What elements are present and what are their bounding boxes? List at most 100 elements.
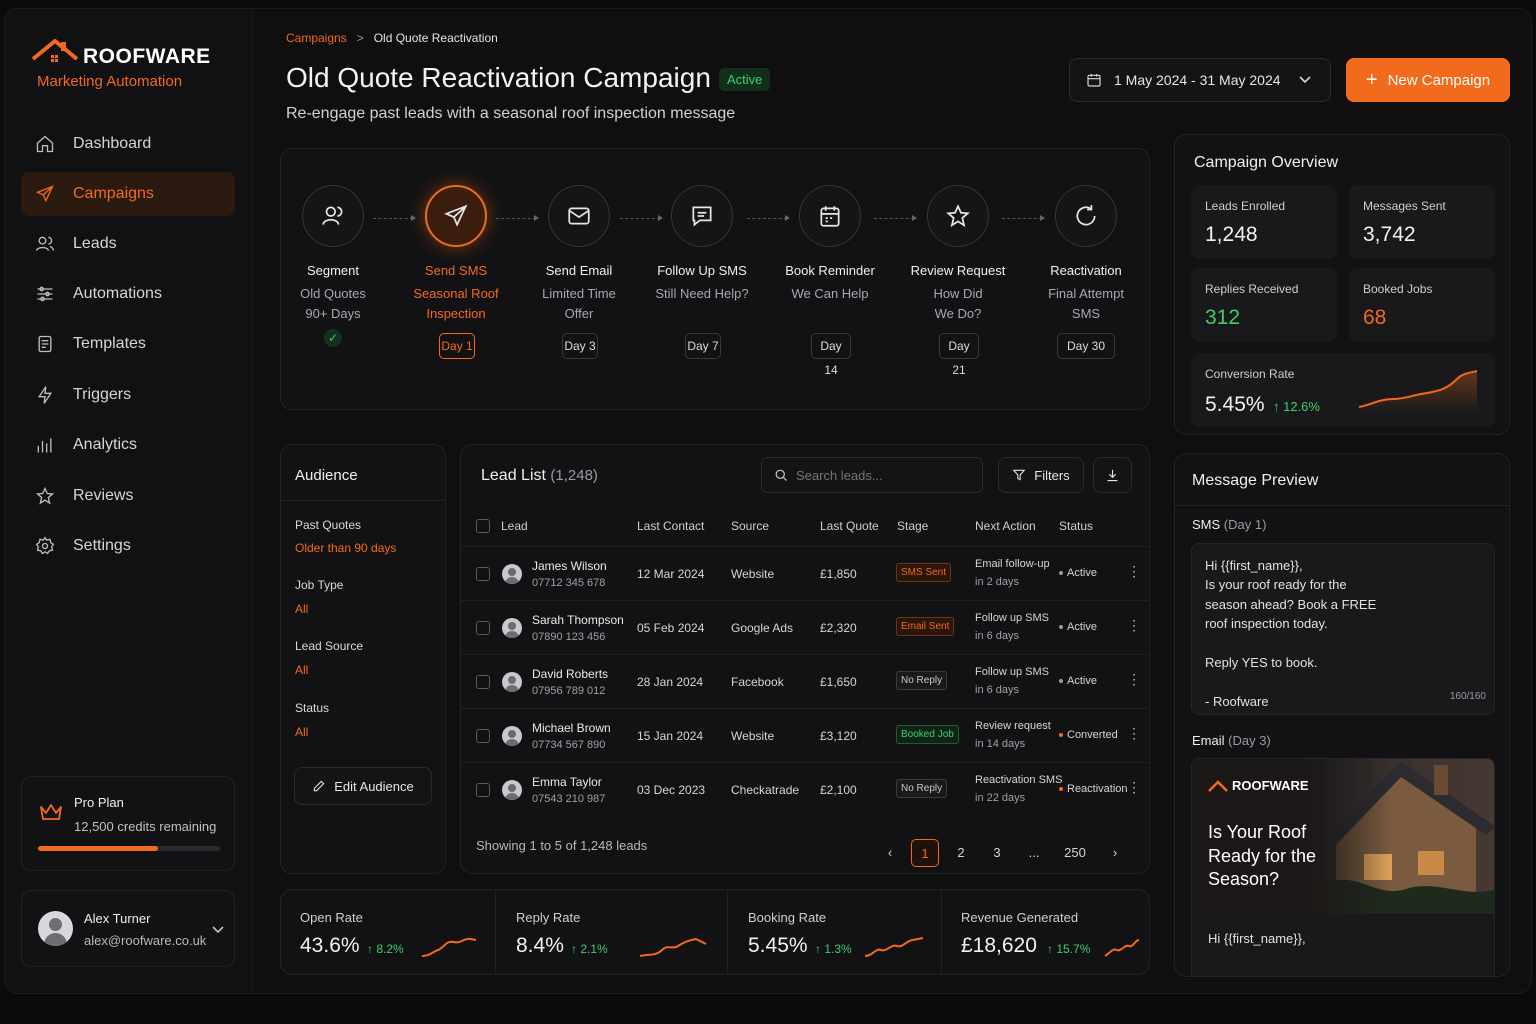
pagination-page-2[interactable]: 2: [957, 845, 965, 860]
pagination-next[interactable]: ›: [1112, 845, 1118, 860]
nav-item-templates[interactable]: Templates: [21, 322, 235, 366]
step-detail: We Can Help: [791, 286, 869, 301]
pagination-page-1[interactable]: 1: [911, 839, 939, 867]
step-day-badge: Day 3: [562, 333, 598, 359]
audience-status-value[interactable]: All: [295, 725, 309, 739]
breadcrumb-campaigns-link[interactable]: Campaigns: [286, 31, 347, 45]
audience-past-quotes-value[interactable]: Older than 90 days: [295, 541, 397, 555]
sms-line: Reply YES to book.: [1205, 655, 1318, 671]
email-preview-box: ROOFWARE Is Your Roof Ready for the Season…: [1191, 758, 1495, 976]
lead-name[interactable]: David Roberts: [532, 667, 609, 681]
lead-phone: 07890 123 456: [532, 631, 606, 643]
nav-item-leads[interactable]: Leads: [21, 222, 235, 266]
pencil-icon: [314, 780, 325, 792]
pagination-prev[interactable]: ‹: [887, 845, 893, 860]
workflow-step-reactivation[interactable]: Reactivation Final Attempt SMS Day 30: [1026, 185, 1146, 359]
email-headline-line: Ready for the: [1208, 845, 1317, 866]
filters-label: Filters: [1034, 467, 1070, 483]
date-range-picker[interactable]: 1 May 2024 - 31 May 2024: [1069, 58, 1331, 102]
breadcrumb-separator: >: [356, 31, 364, 45]
stat-conversion-rate: Conversion Rate 5.45% ↑ 12.6%: [1191, 353, 1495, 427]
filters-button[interactable]: Filters: [998, 457, 1084, 493]
row-checkbox[interactable]: [476, 783, 490, 797]
column-header-status[interactable]: Status: [1059, 519, 1094, 533]
lead-name[interactable]: Sarah Thompson: [532, 613, 624, 627]
row-checkbox[interactable]: [476, 729, 490, 743]
last-quote: £1,650: [820, 675, 857, 689]
nav-item-analytics[interactable]: Analytics: [21, 423, 235, 467]
sparkline: [864, 937, 924, 957]
column-header-next-action[interactable]: Next Action: [975, 519, 1036, 533]
breadcrumb: Campaigns > Old Quote Reactivation: [286, 31, 498, 45]
nav-item-automations[interactable]: Automations: [21, 272, 235, 316]
step-detail: Still Need Help?: [655, 286, 749, 301]
more-options-icon[interactable]: ⋮: [1127, 725, 1141, 741]
select-all-checkbox[interactable]: [476, 519, 490, 533]
nav-item-settings[interactable]: Settings: [21, 524, 235, 568]
audience-card: Audience Past Quotes Older than 90 days …: [280, 444, 446, 874]
workflow-step-segment[interactable]: Segment Old Quotes 90+ Days ✓: [273, 185, 393, 347]
table-row[interactable]: Sarah Thompson 07890 123 456 05 Feb 2024…: [461, 600, 1149, 654]
sms-preview-text: Hi {{first_name}}, Is your roof ready for…: [1205, 556, 1376, 711]
nav-item-dashboard[interactable]: Dashboard: [21, 122, 235, 166]
lead-source: Google Ads: [731, 621, 794, 635]
table-row[interactable]: Michael Brown 07734 567 890 15 Jan 2024 …: [461, 708, 1149, 762]
lead-name[interactable]: Emma Taylor: [532, 775, 602, 789]
search-icon: [775, 469, 787, 481]
column-header-last-quote[interactable]: Last Quote: [820, 519, 879, 533]
row-checkbox[interactable]: [476, 567, 490, 581]
workflow-step-book-reminder[interactable]: Book Reminder We Can Help Day 14: [770, 185, 890, 377]
new-campaign-label: New Campaign: [1387, 71, 1491, 89]
more-options-icon[interactable]: ⋮: [1127, 617, 1141, 633]
lead-name[interactable]: James Wilson: [532, 559, 607, 573]
column-header-last-contact[interactable]: Last Contact: [637, 519, 705, 533]
nav-item-triggers[interactable]: Triggers: [21, 373, 235, 417]
audience-lead-source-value[interactable]: All: [295, 663, 309, 677]
lead-status: Active: [1059, 567, 1097, 579]
more-options-icon[interactable]: ⋮: [1127, 671, 1141, 687]
table-row[interactable]: David Roberts 07956 789 012 28 Jan 2024 …: [461, 654, 1149, 708]
download-button[interactable]: [1093, 457, 1132, 493]
more-options-icon[interactable]: ⋮: [1127, 779, 1141, 795]
overview-title: Campaign Overview: [1194, 154, 1339, 171]
workflow-step-send-email[interactable]: Send Email Limited Time Offer Day 3: [519, 185, 639, 359]
table-row[interactable]: Emma Taylor 07543 210 987 03 Dec 2023 Ch…: [461, 762, 1149, 816]
column-header-stage[interactable]: Stage: [897, 519, 929, 533]
lead-status: Reactivation: [1059, 783, 1128, 795]
bar-chart-icon: [37, 438, 52, 453]
nav-item-reviews[interactable]: Reviews: [21, 474, 235, 518]
workflow-step-review-request[interactable]: Review Request How Did We Do? Day 21: [898, 185, 1018, 377]
lead-name[interactable]: Michael Brown: [532, 721, 611, 735]
more-options-icon[interactable]: ⋮: [1127, 563, 1141, 579]
step-title: Reactivation: [1050, 263, 1122, 278]
table-row[interactable]: James Wilson 07712 345 678 12 Mar 2024 W…: [461, 546, 1149, 600]
audience-job-type-value[interactable]: All: [295, 602, 309, 616]
campaign-overview-card: Campaign Overview Leads Enrolled 1,248 Me…: [1174, 134, 1510, 435]
message-preview-card: Message Preview SMS (Day 1) Hi {{first_n…: [1174, 453, 1510, 977]
step-day-badge: Day 7: [685, 333, 721, 359]
metrics-strip: Open Rate 43.6% ↑ 8.2% Reply Rate 8.4% ↑…: [280, 889, 1150, 975]
column-header-source[interactable]: Source: [731, 519, 770, 533]
plan-card[interactable]: Pro Plan 12,500 credits remaining: [21, 776, 235, 871]
workflow-step-follow-up-sms[interactable]: Follow Up SMS Still Need Help? Day 7: [642, 185, 762, 359]
nav-item-campaigns[interactable]: Campaigns: [21, 172, 235, 216]
search-box[interactable]: [761, 457, 983, 493]
chevron-down-icon[interactable]: [212, 926, 224, 934]
row-checkbox[interactable]: [476, 621, 490, 635]
pagination-page-last[interactable]: 250: [1064, 845, 1086, 860]
pagination-ellipsis: ...: [1028, 845, 1040, 860]
search-input[interactable]: [796, 465, 976, 485]
new-campaign-button[interactable]: + New Campaign: [1346, 58, 1510, 102]
pagination-page-3[interactable]: 3: [993, 845, 1001, 860]
edit-audience-button[interactable]: Edit Audience: [294, 767, 432, 805]
user-card[interactable]: Alex Turner alex@roofware.co.uk: [21, 890, 235, 967]
next-action-when: in 6 days: [975, 630, 1020, 642]
step-connector: [373, 215, 416, 221]
row-checkbox[interactable]: [476, 675, 490, 689]
sliders-icon: [37, 286, 53, 302]
chat-icon: [692, 206, 712, 227]
next-action-when: in 22 days: [975, 792, 1026, 804]
column-header-lead[interactable]: Lead: [501, 519, 528, 533]
workflow-step-send-sms[interactable]: Send SMS Seasonal Roof Inspection Day 1: [396, 185, 516, 359]
email-headline-line: Is Your Roof: [1208, 822, 1307, 842]
